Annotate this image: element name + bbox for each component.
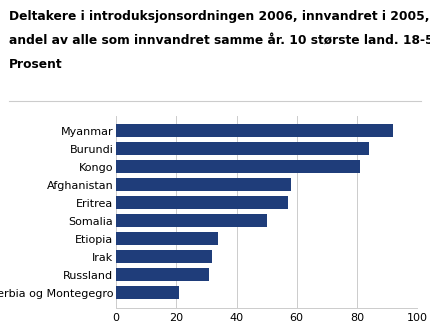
Bar [116, 196, 288, 209]
Text: Prosent: Prosent [9, 58, 62, 71]
Bar [116, 268, 209, 282]
Bar [116, 124, 393, 137]
Bar [116, 160, 360, 173]
Text: Deltakere i introduksjonsordningen 2006, innvandret i 2005, som: Deltakere i introduksjonsordningen 2006,… [9, 10, 430, 22]
Bar [116, 250, 212, 263]
Bar [116, 142, 369, 155]
Bar [116, 178, 291, 191]
Bar [116, 232, 218, 245]
Bar [116, 214, 267, 227]
Text: andel av alle som innvandret samme år. 10 største land. 18-55 år.: andel av alle som innvandret samme år. 1… [9, 34, 430, 47]
Bar [116, 286, 179, 299]
